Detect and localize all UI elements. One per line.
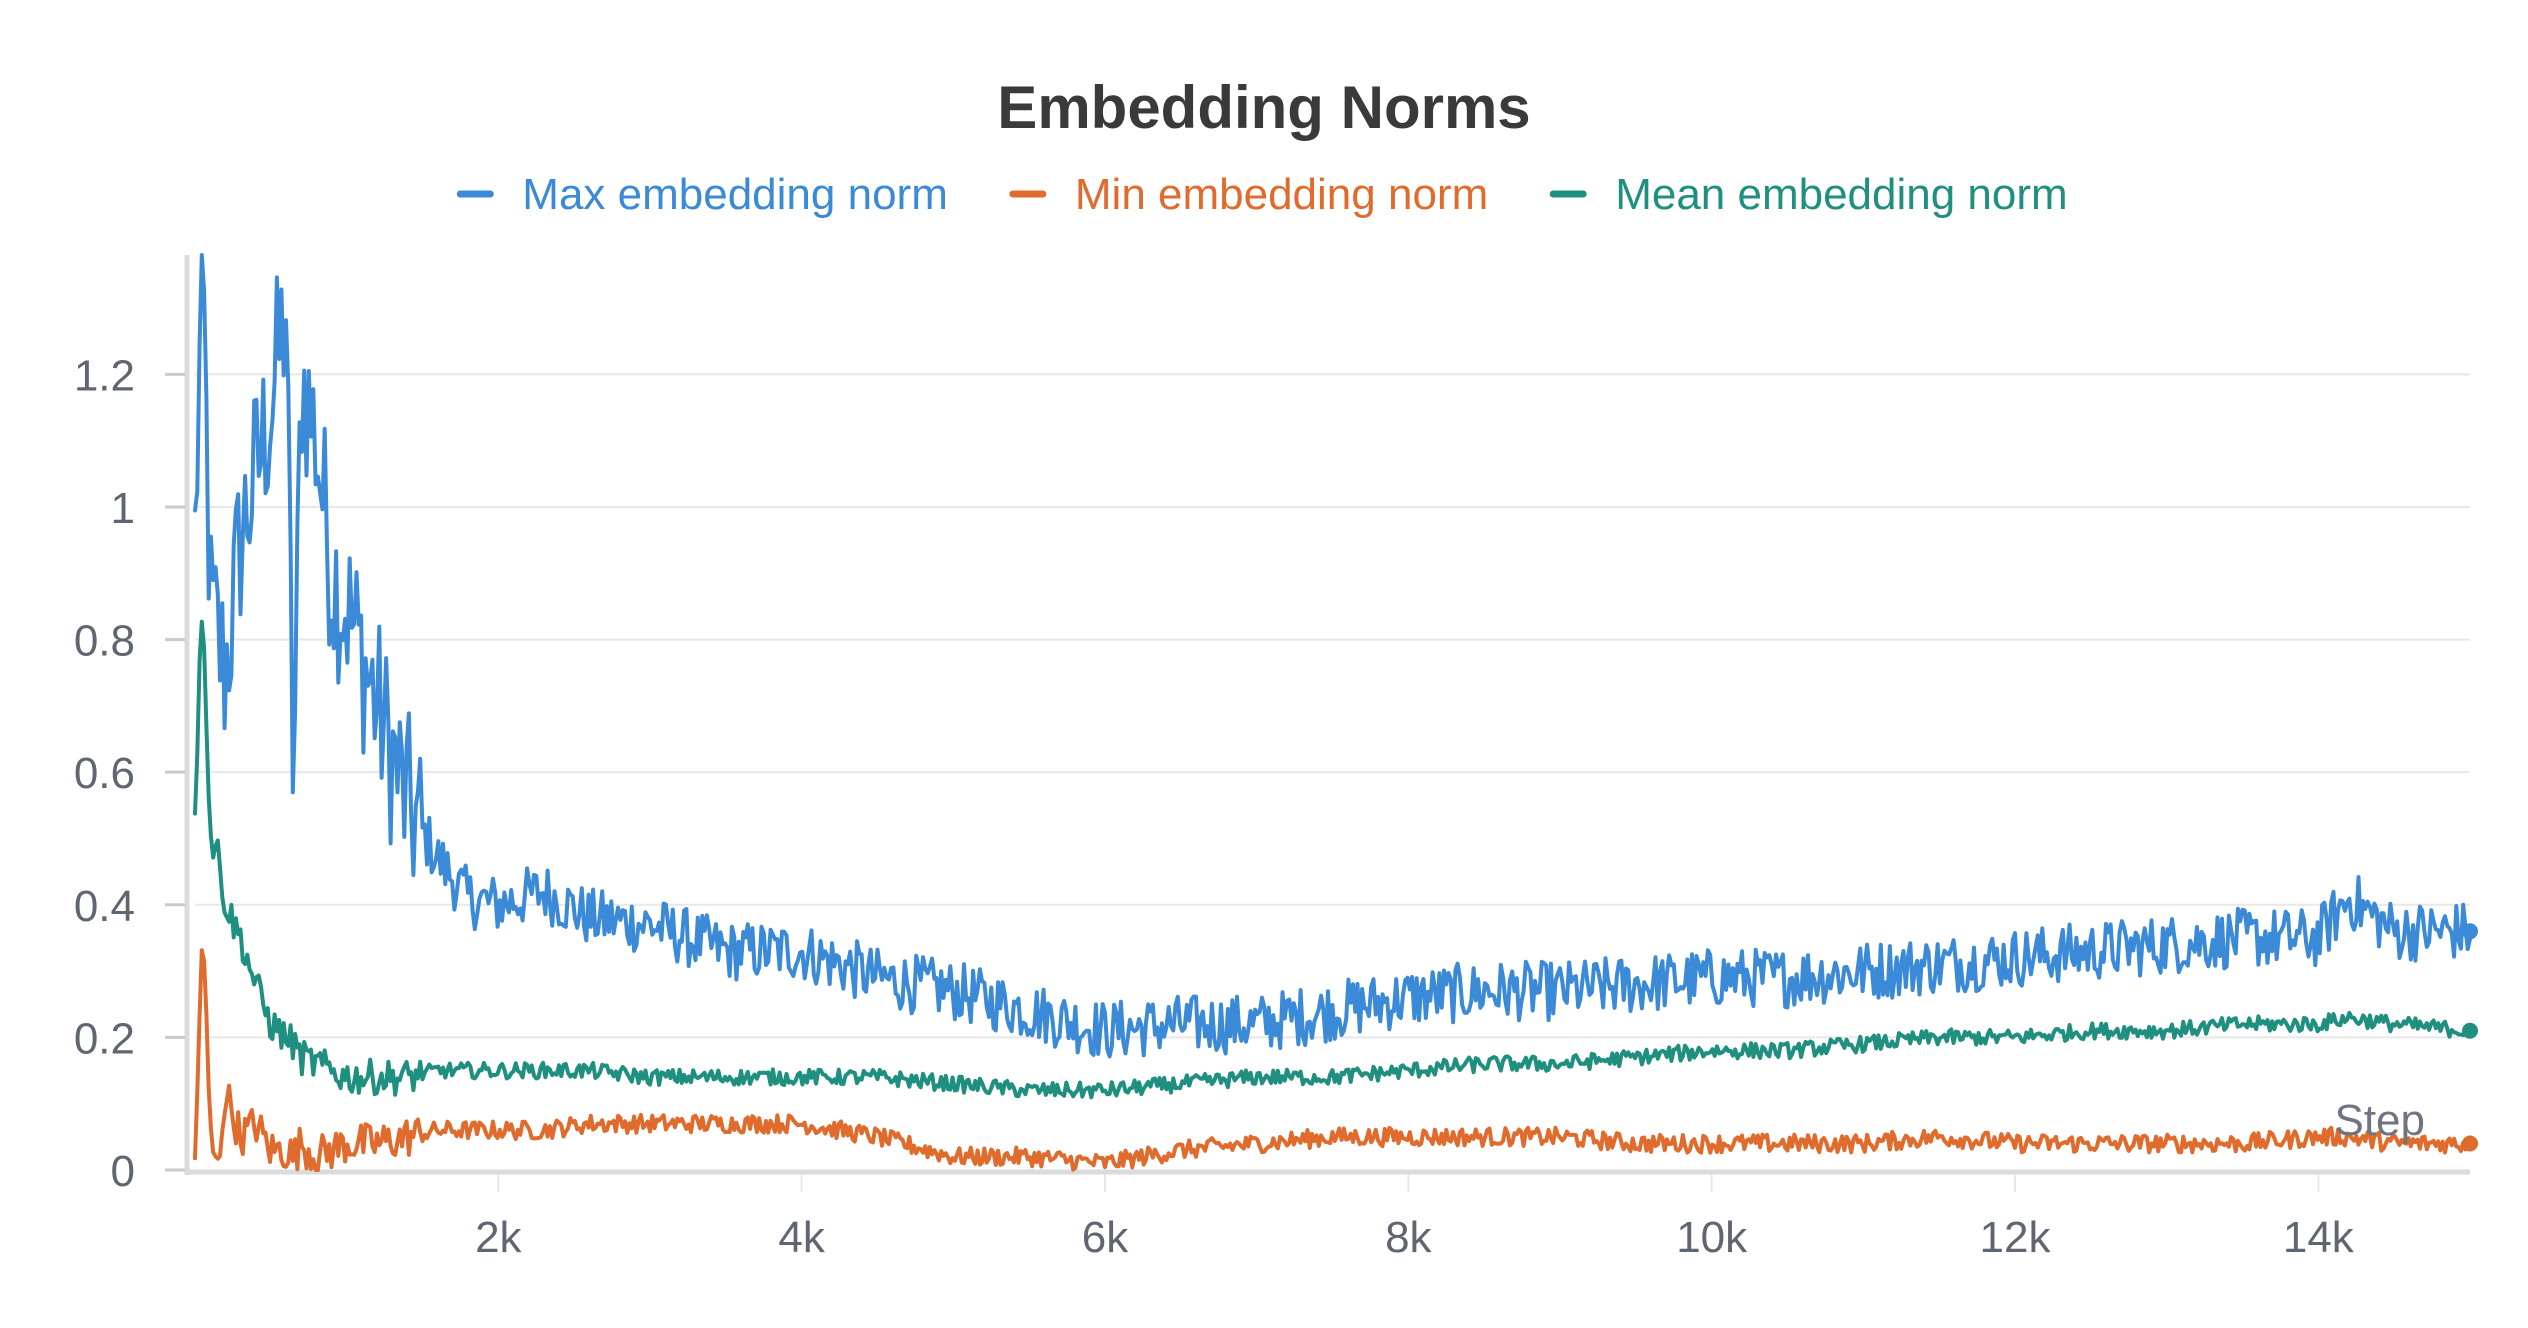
y-tick-label: 0.8 [74, 617, 135, 666]
x-tick-label: 4k [778, 1213, 825, 1262]
y-tick-label: 0.4 [74, 882, 135, 931]
series-end-point-0 [2462, 923, 2478, 940]
legend-label: Mean embedding norm [1615, 170, 2067, 219]
y-tick-label: 0.6 [74, 749, 135, 798]
chart-title: Embedding Norms [997, 74, 1530, 141]
series-group [193, 253, 2478, 1172]
series-line-2 [193, 619, 2472, 1100]
tick-labels: 0 0.2 0.4 0.6 0.8 1 1.2 2k 4k 6k 8k 10k 12k 14k [74, 351, 2355, 1262]
y-tick-label: 1.2 [74, 351, 135, 400]
legend-item[interactable]: Max embedding norm [456, 170, 948, 219]
legend: Max embedding norm Min embedding norm Mean… [456, 170, 2068, 219]
legend-item[interactable]: Min embedding norm [1009, 170, 1488, 219]
legend-item[interactable]: Mean embedding norm [1549, 170, 2068, 219]
x-tick-label: 12k [1980, 1213, 2052, 1262]
x-tick-label: 14k [2283, 1213, 2355, 1262]
x-tick-label: 8k [1385, 1213, 1432, 1262]
y-tick-label: 0 [111, 1147, 135, 1196]
series-end-point-2 [2462, 1022, 2478, 1039]
legend-label: Min embedding norm [1075, 170, 1488, 219]
y-tick-label: 1 [111, 484, 135, 533]
series-line-1 [193, 948, 2472, 1172]
legend-label: Max embedding norm [522, 170, 948, 219]
series-line-0 [193, 253, 2472, 1059]
x-tick-label: 6k [1082, 1213, 1129, 1262]
y-tick-label: 0.2 [74, 1014, 135, 1063]
x-tick-label: 2k [475, 1213, 522, 1262]
series-end-point-1 [2462, 1135, 2478, 1152]
axes [165, 255, 2470, 1175]
x-tick-label: 10k [1676, 1213, 1748, 1262]
x-axis-title: Step [2334, 1096, 2425, 1145]
